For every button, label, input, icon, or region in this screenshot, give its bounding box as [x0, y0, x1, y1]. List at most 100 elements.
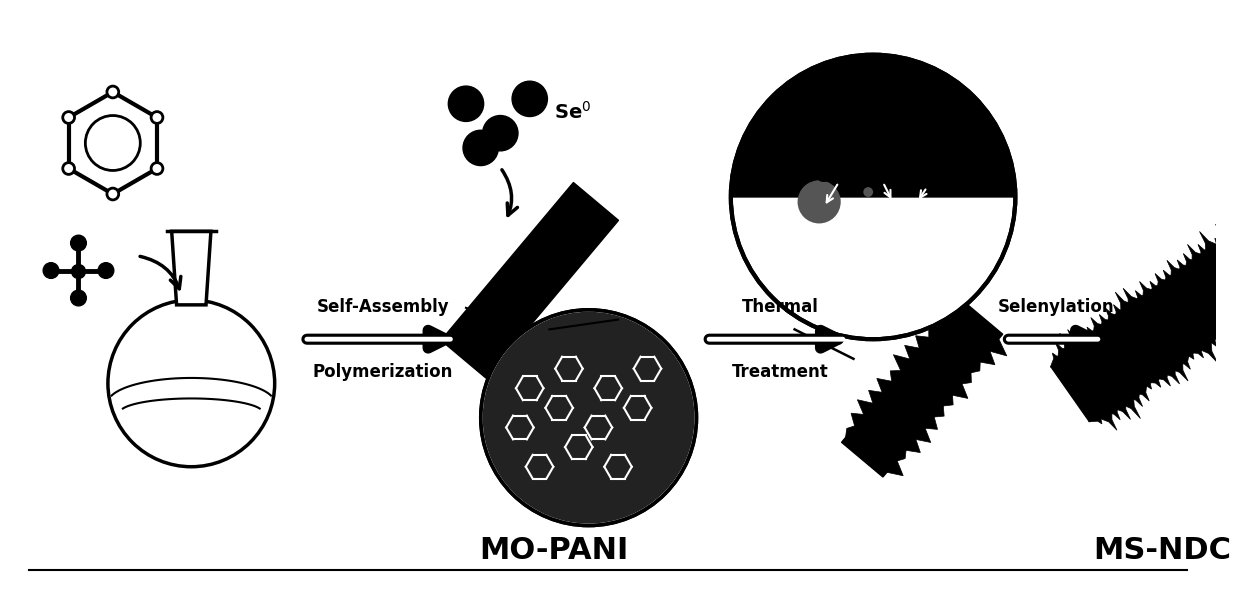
Polygon shape: [1136, 291, 1152, 308]
Polygon shape: [1123, 288, 1145, 313]
Polygon shape: [893, 355, 911, 371]
Polygon shape: [1173, 351, 1190, 370]
Polygon shape: [851, 413, 864, 427]
Polygon shape: [1114, 305, 1130, 322]
Circle shape: [482, 312, 694, 524]
Polygon shape: [857, 400, 874, 415]
Polygon shape: [1123, 386, 1142, 406]
Circle shape: [71, 235, 87, 251]
Polygon shape: [936, 315, 949, 327]
Polygon shape: [980, 350, 994, 365]
Polygon shape: [1215, 224, 1236, 248]
Polygon shape: [915, 336, 930, 349]
Polygon shape: [1059, 333, 1080, 358]
Polygon shape: [934, 405, 944, 417]
Text: Selenylation: Selenylation: [998, 297, 1115, 316]
Polygon shape: [1096, 406, 1117, 430]
Polygon shape: [730, 55, 1016, 197]
Polygon shape: [942, 302, 957, 316]
Text: Self-Assembly: Self-Assembly: [316, 297, 449, 316]
Circle shape: [107, 86, 119, 98]
Circle shape: [481, 310, 697, 526]
Polygon shape: [1138, 376, 1154, 389]
Polygon shape: [929, 326, 939, 339]
Polygon shape: [1140, 281, 1158, 303]
Polygon shape: [1131, 381, 1149, 401]
Polygon shape: [1216, 321, 1239, 348]
Polygon shape: [1177, 260, 1194, 278]
Text: MO-PANI: MO-PANI: [480, 536, 629, 564]
Circle shape: [730, 55, 1016, 339]
Circle shape: [71, 290, 87, 306]
Polygon shape: [1167, 260, 1187, 283]
Circle shape: [832, 141, 875, 184]
Polygon shape: [1152, 366, 1171, 386]
Polygon shape: [890, 371, 901, 383]
Circle shape: [482, 116, 518, 151]
Text: Polymerization: Polymerization: [312, 363, 453, 381]
Text: Se$^0$: Se$^0$: [554, 101, 591, 123]
Text: Treatment: Treatment: [732, 363, 828, 381]
Polygon shape: [868, 390, 883, 405]
Polygon shape: [1149, 281, 1166, 298]
Polygon shape: [905, 438, 920, 452]
Polygon shape: [1167, 356, 1188, 381]
Polygon shape: [1195, 336, 1218, 363]
Text: MS-NDC: MS-NDC: [1094, 536, 1231, 564]
Circle shape: [863, 187, 873, 197]
Polygon shape: [1230, 311, 1240, 333]
Polygon shape: [1180, 346, 1197, 359]
Polygon shape: [1102, 401, 1120, 420]
Polygon shape: [905, 345, 920, 361]
Polygon shape: [1202, 331, 1218, 347]
Circle shape: [449, 86, 484, 122]
Polygon shape: [1188, 341, 1204, 358]
Polygon shape: [1238, 306, 1240, 334]
Polygon shape: [897, 449, 906, 461]
Polygon shape: [1183, 253, 1202, 273]
Polygon shape: [846, 426, 856, 437]
Circle shape: [107, 188, 119, 200]
Polygon shape: [988, 339, 1007, 356]
Polygon shape: [1068, 330, 1087, 352]
Polygon shape: [970, 361, 981, 373]
Circle shape: [63, 163, 74, 175]
Text: MoO$_2$: MoO$_2$: [785, 167, 839, 187]
Text: Se$^0$: Se$^0$: [904, 78, 941, 100]
Polygon shape: [1086, 327, 1102, 343]
Polygon shape: [1146, 371, 1162, 387]
Circle shape: [98, 263, 114, 278]
Polygon shape: [915, 427, 931, 442]
Polygon shape: [1163, 270, 1179, 288]
Polygon shape: [877, 378, 893, 393]
Polygon shape: [961, 372, 971, 384]
Text: Se$^{2-}$: Se$^{2-}$: [813, 78, 864, 100]
Polygon shape: [1091, 318, 1109, 337]
Polygon shape: [1105, 308, 1123, 328]
Circle shape: [463, 131, 498, 166]
Polygon shape: [1052, 237, 1240, 421]
Circle shape: [43, 263, 58, 278]
Polygon shape: [942, 394, 954, 406]
Polygon shape: [842, 300, 1003, 477]
Polygon shape: [171, 231, 211, 305]
Polygon shape: [1115, 292, 1137, 318]
Circle shape: [512, 81, 547, 116]
Circle shape: [151, 111, 162, 123]
Circle shape: [151, 163, 162, 175]
Text: Thermal: Thermal: [742, 297, 818, 316]
Polygon shape: [1223, 316, 1239, 329]
Circle shape: [86, 116, 140, 170]
Polygon shape: [1055, 342, 1074, 362]
Polygon shape: [1076, 328, 1095, 347]
Polygon shape: [1198, 244, 1215, 263]
Polygon shape: [1213, 238, 1229, 253]
Circle shape: [905, 146, 949, 189]
Polygon shape: [887, 460, 903, 476]
Polygon shape: [441, 182, 619, 378]
Polygon shape: [1050, 353, 1066, 367]
Polygon shape: [1117, 391, 1141, 418]
Polygon shape: [1154, 274, 1173, 293]
Polygon shape: [924, 416, 937, 429]
Polygon shape: [1089, 411, 1105, 424]
